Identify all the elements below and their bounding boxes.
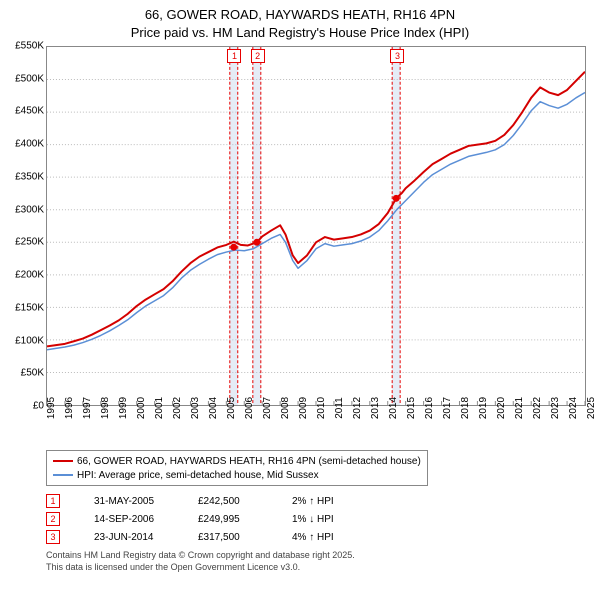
x-tick-label: 2003	[190, 397, 201, 419]
legend-row: 66, GOWER ROAD, HAYWARDS HEATH, RH16 4PN…	[53, 454, 421, 468]
x-tick-label: 2017	[442, 397, 453, 419]
x-tick-label: 2018	[460, 397, 471, 419]
y-tick-label: £50K	[4, 368, 44, 379]
x-tick-label: 2000	[136, 397, 147, 419]
y-tick-label: £200K	[4, 270, 44, 281]
x-tick-label: 2005	[226, 397, 237, 419]
y-tick-label: £500K	[4, 73, 44, 84]
x-tick-label: 2001	[154, 397, 165, 419]
title-line1: 66, GOWER ROAD, HAYWARDS HEATH, RH16 4PN	[145, 7, 455, 22]
x-tick-label: 1996	[64, 397, 75, 419]
transaction-date: 14-SEP-2006	[94, 514, 174, 525]
x-tick-label: 2007	[262, 397, 273, 419]
transaction-date: 23-JUN-2014	[94, 532, 174, 543]
y-tick-label: £150K	[4, 302, 44, 313]
transaction-date: 31-MAY-2005	[94, 496, 174, 507]
x-tick-label: 2019	[478, 397, 489, 419]
transaction-hpi: 1% ↓ HPI	[292, 514, 372, 525]
chart-svg	[47, 47, 585, 405]
transaction-hpi: 4% ↑ HPI	[292, 532, 372, 543]
footer-line1: Contains HM Land Registry data © Crown c…	[46, 550, 355, 560]
legend-label: HPI: Average price, semi-detached house,…	[77, 470, 319, 481]
title-line2: Price paid vs. HM Land Registry's House …	[131, 25, 469, 40]
y-tick-label: £250K	[4, 237, 44, 248]
transaction-price: £242,500	[198, 496, 268, 507]
legend-label: 66, GOWER ROAD, HAYWARDS HEATH, RH16 4PN…	[77, 456, 421, 467]
x-tick-label: 2010	[316, 397, 327, 419]
y-tick-label: £350K	[4, 171, 44, 182]
x-tick-label: 2014	[388, 397, 399, 419]
x-tick-label: 2012	[352, 397, 363, 419]
x-tick-label: 2024	[568, 397, 579, 419]
x-tick-label: 1997	[82, 397, 93, 419]
y-tick-label: £400K	[4, 139, 44, 150]
x-tick-label: 2016	[424, 397, 435, 419]
x-tick-label: 2004	[208, 397, 219, 419]
y-tick-label: £550K	[4, 41, 44, 52]
legend-swatch	[53, 474, 73, 476]
table-row: 2 14-SEP-2006 £249,995 1% ↓ HPI	[46, 510, 372, 528]
transaction-price: £317,500	[198, 532, 268, 543]
y-tick-label: £100K	[4, 335, 44, 346]
x-tick-label: 1999	[118, 397, 129, 419]
table-row: 3 23-JUN-2014 £317,500 4% ↑ HPI	[46, 528, 372, 546]
legend-row: HPI: Average price, semi-detached house,…	[53, 468, 421, 482]
chart-marker-tag: 1	[227, 49, 241, 63]
transaction-marker: 3	[46, 530, 60, 544]
transaction-marker: 2	[46, 512, 60, 526]
x-tick-label: 2011	[334, 397, 345, 419]
transactions-table: 1 31-MAY-2005 £242,500 2% ↑ HPI 2 14-SEP…	[46, 492, 372, 546]
x-tick-label: 2021	[514, 397, 525, 419]
transaction-hpi: 2% ↑ HPI	[292, 496, 372, 507]
x-tick-label: 2013	[370, 397, 381, 419]
x-tick-label: 2020	[496, 397, 507, 419]
x-tick-label: 2015	[406, 397, 417, 419]
chart-marker-tag: 2	[251, 49, 265, 63]
footer-attribution: Contains HM Land Registry data © Crown c…	[46, 550, 355, 573]
x-tick-label: 1995	[46, 397, 57, 419]
x-tick-label: 2023	[550, 397, 561, 419]
chart-marker-tag: 3	[390, 49, 404, 63]
x-tick-label: 2002	[172, 397, 183, 419]
x-tick-label: 2009	[298, 397, 309, 419]
transaction-price: £249,995	[198, 514, 268, 525]
footer-line2: This data is licensed under the Open Gov…	[46, 562, 300, 572]
x-tick-label: 2008	[280, 397, 291, 419]
plot-area: 12 3	[46, 46, 586, 406]
transaction-marker: 1	[46, 494, 60, 508]
chart-container: 66, GOWER ROAD, HAYWARDS HEATH, RH16 4PN…	[0, 0, 600, 590]
y-tick-label: £450K	[4, 106, 44, 117]
y-tick-label: £0	[4, 401, 44, 412]
table-row: 1 31-MAY-2005 £242,500 2% ↑ HPI	[46, 492, 372, 510]
chart-title: 66, GOWER ROAD, HAYWARDS HEATH, RH16 4PN…	[0, 0, 600, 41]
x-tick-label: 2025	[586, 397, 597, 419]
legend: 66, GOWER ROAD, HAYWARDS HEATH, RH16 4PN…	[46, 450, 428, 486]
x-tick-label: 2022	[532, 397, 543, 419]
x-tick-label: 1998	[100, 397, 111, 419]
x-tick-label: 2006	[244, 397, 255, 419]
legend-swatch	[53, 460, 73, 462]
y-tick-label: £300K	[4, 204, 44, 215]
